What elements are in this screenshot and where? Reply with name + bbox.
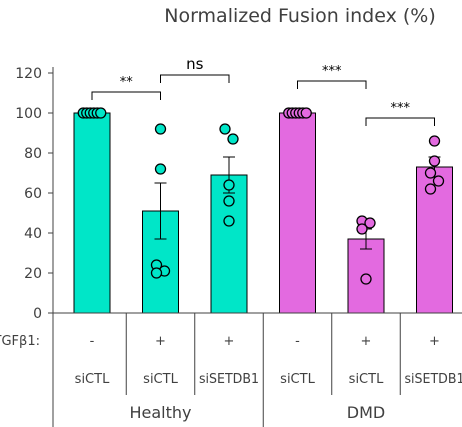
sirna-label: siCTL xyxy=(349,372,384,387)
treatment-row-label: TGFβ1: xyxy=(0,334,40,349)
data-point xyxy=(223,195,235,207)
y-tick-label: 120 xyxy=(15,66,42,82)
data-point xyxy=(428,135,441,147)
data-point xyxy=(424,167,437,179)
data-point xyxy=(219,123,231,135)
bar xyxy=(73,112,111,314)
data-point xyxy=(428,155,441,167)
data-point xyxy=(154,163,167,175)
data-point xyxy=(95,107,107,119)
y-axis-ticks: 0 20 40 60 80 100 120 xyxy=(15,66,53,322)
data-point xyxy=(360,273,372,285)
y-tick-label: 60 xyxy=(24,186,42,202)
significance-brackets: ** ns *** *** xyxy=(91,55,435,126)
significance-bracket xyxy=(365,117,435,126)
treatment-label: - xyxy=(295,334,300,349)
bar xyxy=(416,166,453,314)
data-point xyxy=(424,183,437,195)
significance-bracket xyxy=(91,91,161,100)
data-point xyxy=(223,179,235,191)
bars-layer xyxy=(73,112,453,314)
sirna-label: siSETDB1 xyxy=(199,372,259,387)
treatment-label: - xyxy=(90,334,95,349)
treatment-label: + xyxy=(361,334,372,349)
data-point xyxy=(300,107,312,119)
group-label: DMD xyxy=(347,403,385,422)
y-tick-label: 40 xyxy=(24,226,42,242)
condition-table: - siCTL + siCTL + siSETDB1 - siCTL + siCTL + siSETD… xyxy=(52,312,462,427)
data-point xyxy=(223,215,235,227)
significance-label: ns xyxy=(186,55,204,73)
sirna-label: siCTL xyxy=(143,372,178,387)
y-tick-label: 100 xyxy=(15,106,42,122)
data-point xyxy=(432,175,445,187)
data-point xyxy=(364,217,376,229)
group-label: Healthy xyxy=(129,403,191,422)
treatment-label: + xyxy=(224,334,235,349)
data-point xyxy=(227,133,239,145)
significance-label: ** xyxy=(120,75,134,90)
data-point xyxy=(356,223,368,235)
points-layer xyxy=(77,107,445,285)
sirna-label: siCTL xyxy=(280,372,315,387)
significance-label: *** xyxy=(391,101,411,116)
significance-bracket xyxy=(160,74,230,83)
sirna-label: siCTL xyxy=(75,372,110,387)
bar xyxy=(279,112,316,314)
y-tick-label: 20 xyxy=(24,266,42,282)
treatment-label: + xyxy=(155,334,166,349)
data-point xyxy=(154,123,167,135)
chart-title: Normalized Fusion index (%) xyxy=(164,5,436,27)
significance-label: *** xyxy=(322,64,342,79)
y-tick-label: 80 xyxy=(24,146,42,162)
significance-bracket xyxy=(297,80,367,89)
treatment-label: + xyxy=(429,334,440,349)
data-point xyxy=(150,267,163,279)
y-tick-label: 0 xyxy=(33,306,42,322)
sirna-label: siSETDB1 xyxy=(405,372,462,387)
